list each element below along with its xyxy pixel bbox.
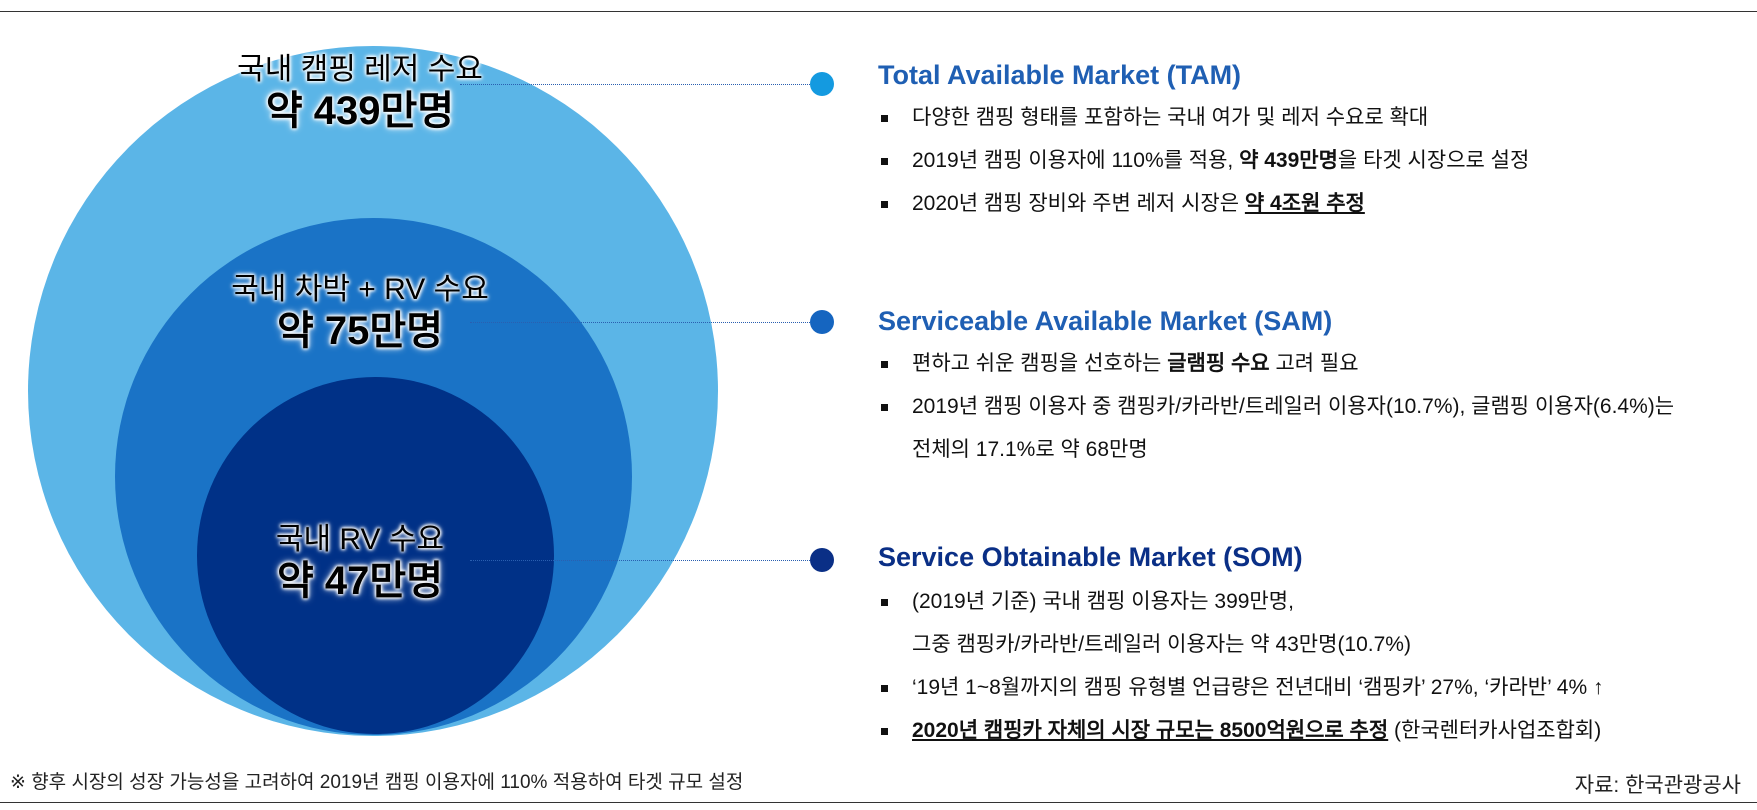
tam-bullet-2-post: 을 타겟 시장으로 설정 xyxy=(1337,149,1530,172)
footnote: ※ 향후 시장의 성장 가능성을 고려하여 2019년 캠핑 이용자에 110%… xyxy=(10,772,744,793)
sam-bullet-1-bold: 글램핑 수요 xyxy=(1167,352,1270,375)
tam-bullet-2-bold: 약 439만명 xyxy=(1239,149,1338,172)
som-circle-value: 약 47만명 xyxy=(276,559,443,603)
tam-circle-label: 국내 캠핑 레저 수요 xyxy=(237,53,483,86)
som-bullet-2: ‘19년 1~8월까지의 캠핑 유형별 언급량은 전년대비 ‘캠핑카’ 27%,… xyxy=(878,666,1757,709)
som-circle-label: 국내 RV 수요 xyxy=(275,523,445,556)
tam-heading: Total Available Market (TAM) xyxy=(878,60,1242,90)
tam-marker-dot xyxy=(810,72,834,96)
sam-bullet-2-continued: 전체의 17.1%로 약 68만명 xyxy=(878,428,1757,471)
tam-bullet-3-bold: 약 4조원 추정 xyxy=(1244,192,1365,215)
sam-bullet-2: 2019년 캠핑 이용자 중 캠핑카/카라반/트레일러 이용자(10.7%), … xyxy=(878,385,1757,428)
som-bullet-3-post: (한국렌터카사업조합회) xyxy=(1388,719,1602,742)
som-bullet-1-line2: 그중 캠핑카/카라반/트레일러 이용자는 약 43만명(10.7%) xyxy=(912,633,1411,656)
som-bullet-3-bold: 2020년 캠핑카 자체의 시장 규모는 8500억원으로 추정 xyxy=(912,719,1389,742)
sam-leader-line xyxy=(470,322,822,323)
tam-bullet-3-pre: 2020년 캠핑 장비와 주변 레저 시장은 xyxy=(912,192,1245,215)
som-bullet-3: 2020년 캠핑카 자체의 시장 규모는 8500억원으로 추정 (한국렌터카사… xyxy=(878,709,1757,752)
som-bullet-2-text: ‘19년 1~8월까지의 캠핑 유형별 언급량은 전년대비 ‘캠핑카’ 27%,… xyxy=(912,676,1604,699)
sam-bullet-2-line2: 전체의 17.1%로 약 68만명 xyxy=(912,438,1148,461)
som-heading: Service Obtainable Market (SOM) xyxy=(878,542,1303,572)
som-bullet-1-continued: 그중 캠핑카/카라반/트레일러 이용자는 약 43만명(10.7%) xyxy=(878,623,1757,666)
top-rule xyxy=(0,11,1757,12)
sam-circle-text: 국내 차박 + RV 수요 약 75만명 xyxy=(200,272,520,354)
tam-leader-line xyxy=(460,84,822,85)
bottom-rule xyxy=(0,802,1757,803)
sam-heading: Serviceable Available Market (SAM) xyxy=(878,306,1333,336)
som-circle-text: 국내 RV 수요 약 47만명 xyxy=(200,522,520,604)
tam-circle-text: 국내 캠핑 레저 수요 약 439만명 xyxy=(200,52,520,134)
tam-circle-value: 약 439만명 xyxy=(265,89,455,133)
tam-bullet-list: 다양한 캠핑 형태를 포함하는 국내 여가 및 레저 수요로 확대 2019년 … xyxy=(878,96,1757,225)
som-bullet-list: (2019년 기준) 국내 캠핑 이용자는 399만명, 그중 캠핑카/카라반/… xyxy=(878,580,1757,752)
som-circle xyxy=(197,377,554,734)
sam-bullet-2-line1: 2019년 캠핑 이용자 중 캠핑카/카라반/트레일러 이용자(10.7%), … xyxy=(912,395,1675,418)
sam-bullet-1-pre: 편하고 쉬운 캠핑을 선호하는 xyxy=(912,352,1168,375)
tam-bullet-2-pre: 2019년 캠핑 이용자에 110%를 적용, xyxy=(912,149,1240,172)
tam-bullet-1: 다양한 캠핑 형태를 포함하는 국내 여가 및 레저 수요로 확대 xyxy=(878,96,1757,139)
sam-bullet-1: 편하고 쉬운 캠핑을 선호하는 글램핑 수요 고려 필요 xyxy=(878,342,1757,385)
som-bullet-1: (2019년 기준) 국내 캠핑 이용자는 399만명, xyxy=(878,580,1757,623)
sam-bullet-list: 편하고 쉬운 캠핑을 선호하는 글램핑 수요 고려 필요 2019년 캠핑 이용… xyxy=(878,342,1757,471)
tam-bullet-2: 2019년 캠핑 이용자에 110%를 적용, 약 439만명을 타겟 시장으로… xyxy=(878,139,1757,182)
tam-bullet-3: 2020년 캠핑 장비와 주변 레저 시장은 약 4조원 추정 xyxy=(878,182,1757,225)
source-note: 자료: 한국관광공사 xyxy=(1574,774,1741,797)
tam-bullet-1-text: 다양한 캠핑 형태를 포함하는 국내 여가 및 레저 수요로 확대 xyxy=(912,106,1429,129)
som-marker-dot xyxy=(810,548,834,572)
sam-circle-value: 약 75만명 xyxy=(276,309,443,353)
sam-bullet-1-post: 고려 필요 xyxy=(1269,352,1359,375)
sam-marker-dot xyxy=(810,310,834,334)
som-bullet-1-line1: (2019년 기준) 국내 캠핑 이용자는 399만명, xyxy=(912,590,1294,613)
som-leader-line xyxy=(470,560,822,561)
sam-circle-label: 국내 차박 + RV 수요 xyxy=(231,273,489,306)
